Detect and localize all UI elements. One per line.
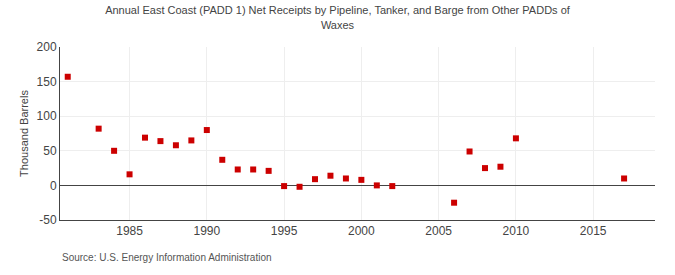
svg-text:0: 0 — [50, 179, 57, 193]
svg-text:150: 150 — [37, 75, 57, 89]
svg-text:200: 200 — [37, 40, 57, 54]
svg-text:2015: 2015 — [580, 224, 607, 238]
svg-text:2000: 2000 — [348, 224, 375, 238]
svg-text:Annual East Coast (PADD 1) Net: Annual East Coast (PADD 1) Net Receipts … — [105, 4, 571, 30]
svg-text:-50: -50 — [39, 213, 57, 227]
svg-text:Thousand Barrels: Thousand Barrels — [18, 90, 30, 177]
svg-text:Source: U.S. Energy Informatio: Source: U.S. Energy Information Administ… — [62, 252, 272, 263]
svg-text:1995: 1995 — [271, 224, 298, 238]
svg-text:2005: 2005 — [425, 224, 452, 238]
svg-text:50: 50 — [43, 144, 57, 158]
svg-text:1985: 1985 — [116, 224, 143, 238]
svg-text:2010: 2010 — [503, 224, 530, 238]
svg-text:100: 100 — [37, 109, 57, 123]
svg-text:1990: 1990 — [193, 224, 220, 238]
